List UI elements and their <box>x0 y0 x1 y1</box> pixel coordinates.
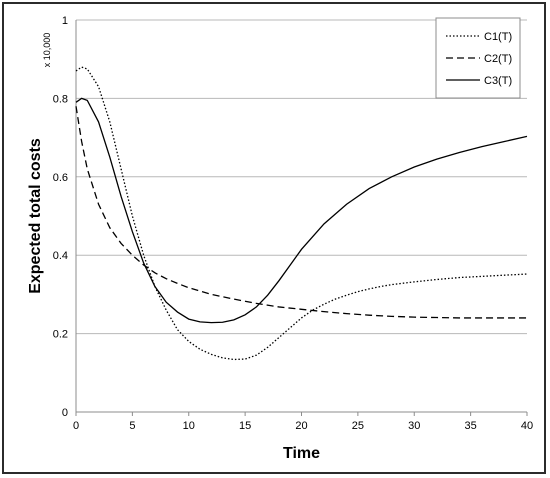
y-axis-title: Expected total costs <box>27 138 44 294</box>
series-lines <box>75 66 528 361</box>
x-tick-label: 5 <box>129 420 135 432</box>
legend-label: C2(T) <box>484 53 512 65</box>
x-axis-title: Time <box>283 445 320 462</box>
y-tick-label: 0 <box>62 407 68 419</box>
legend-label: C3(T) <box>484 75 512 87</box>
y-tick-label: 0.6 <box>53 172 68 184</box>
x-tick-label: 20 <box>295 420 307 432</box>
x-tick-label: 15 <box>239 420 251 432</box>
series-line-C1(T) <box>75 66 528 361</box>
x-tick-label: 0 <box>73 420 79 432</box>
chart-frame: 0 0.2 0.4 0.6 0.8 1 0 5 10 15 20 25 30 35 40 Expected … <box>2 2 546 474</box>
x-tick-label: 10 <box>183 420 195 432</box>
x-tick-label: 25 <box>352 420 364 432</box>
x-tick-label: 40 <box>521 420 533 432</box>
y-tick-label: 0.2 <box>53 329 68 341</box>
x-tick-label: 30 <box>408 420 420 432</box>
line-chart: 00.20.40.60.810 5 10 15 20 25 30 35 40 Expected … <box>27 15 533 462</box>
series-line-C2(T) <box>75 106 527 319</box>
series-line-C3(T) <box>75 97 528 324</box>
legend-label: C1(T) <box>484 31 512 43</box>
y-axis-multiplier: x 10,000 <box>42 33 52 68</box>
y-tick-label: 1 <box>62 15 68 27</box>
axes <box>75 20 528 416</box>
legend: C1(T) C2(T) C3(T) <box>435 17 521 99</box>
x-tick-label: 35 <box>465 420 477 432</box>
tick-labels: 00.20.40.60.810 5 10 15 20 25 30 35 40 <box>53 15 533 432</box>
y-tick-label: 0.8 <box>53 93 68 105</box>
y-tick-label: 0.4 <box>53 250 68 262</box>
